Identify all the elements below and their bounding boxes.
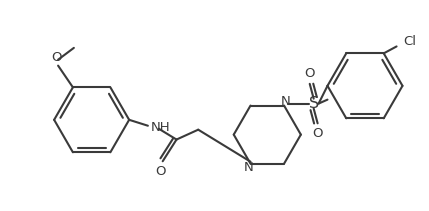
Text: N: N	[281, 95, 291, 108]
Text: O: O	[312, 127, 323, 140]
Text: O: O	[305, 67, 315, 80]
Text: S: S	[308, 96, 319, 111]
Text: N: N	[244, 161, 254, 174]
Text: Cl: Cl	[404, 35, 417, 48]
Text: O: O	[155, 165, 166, 178]
Text: O: O	[51, 51, 61, 64]
Text: NH: NH	[151, 121, 170, 134]
